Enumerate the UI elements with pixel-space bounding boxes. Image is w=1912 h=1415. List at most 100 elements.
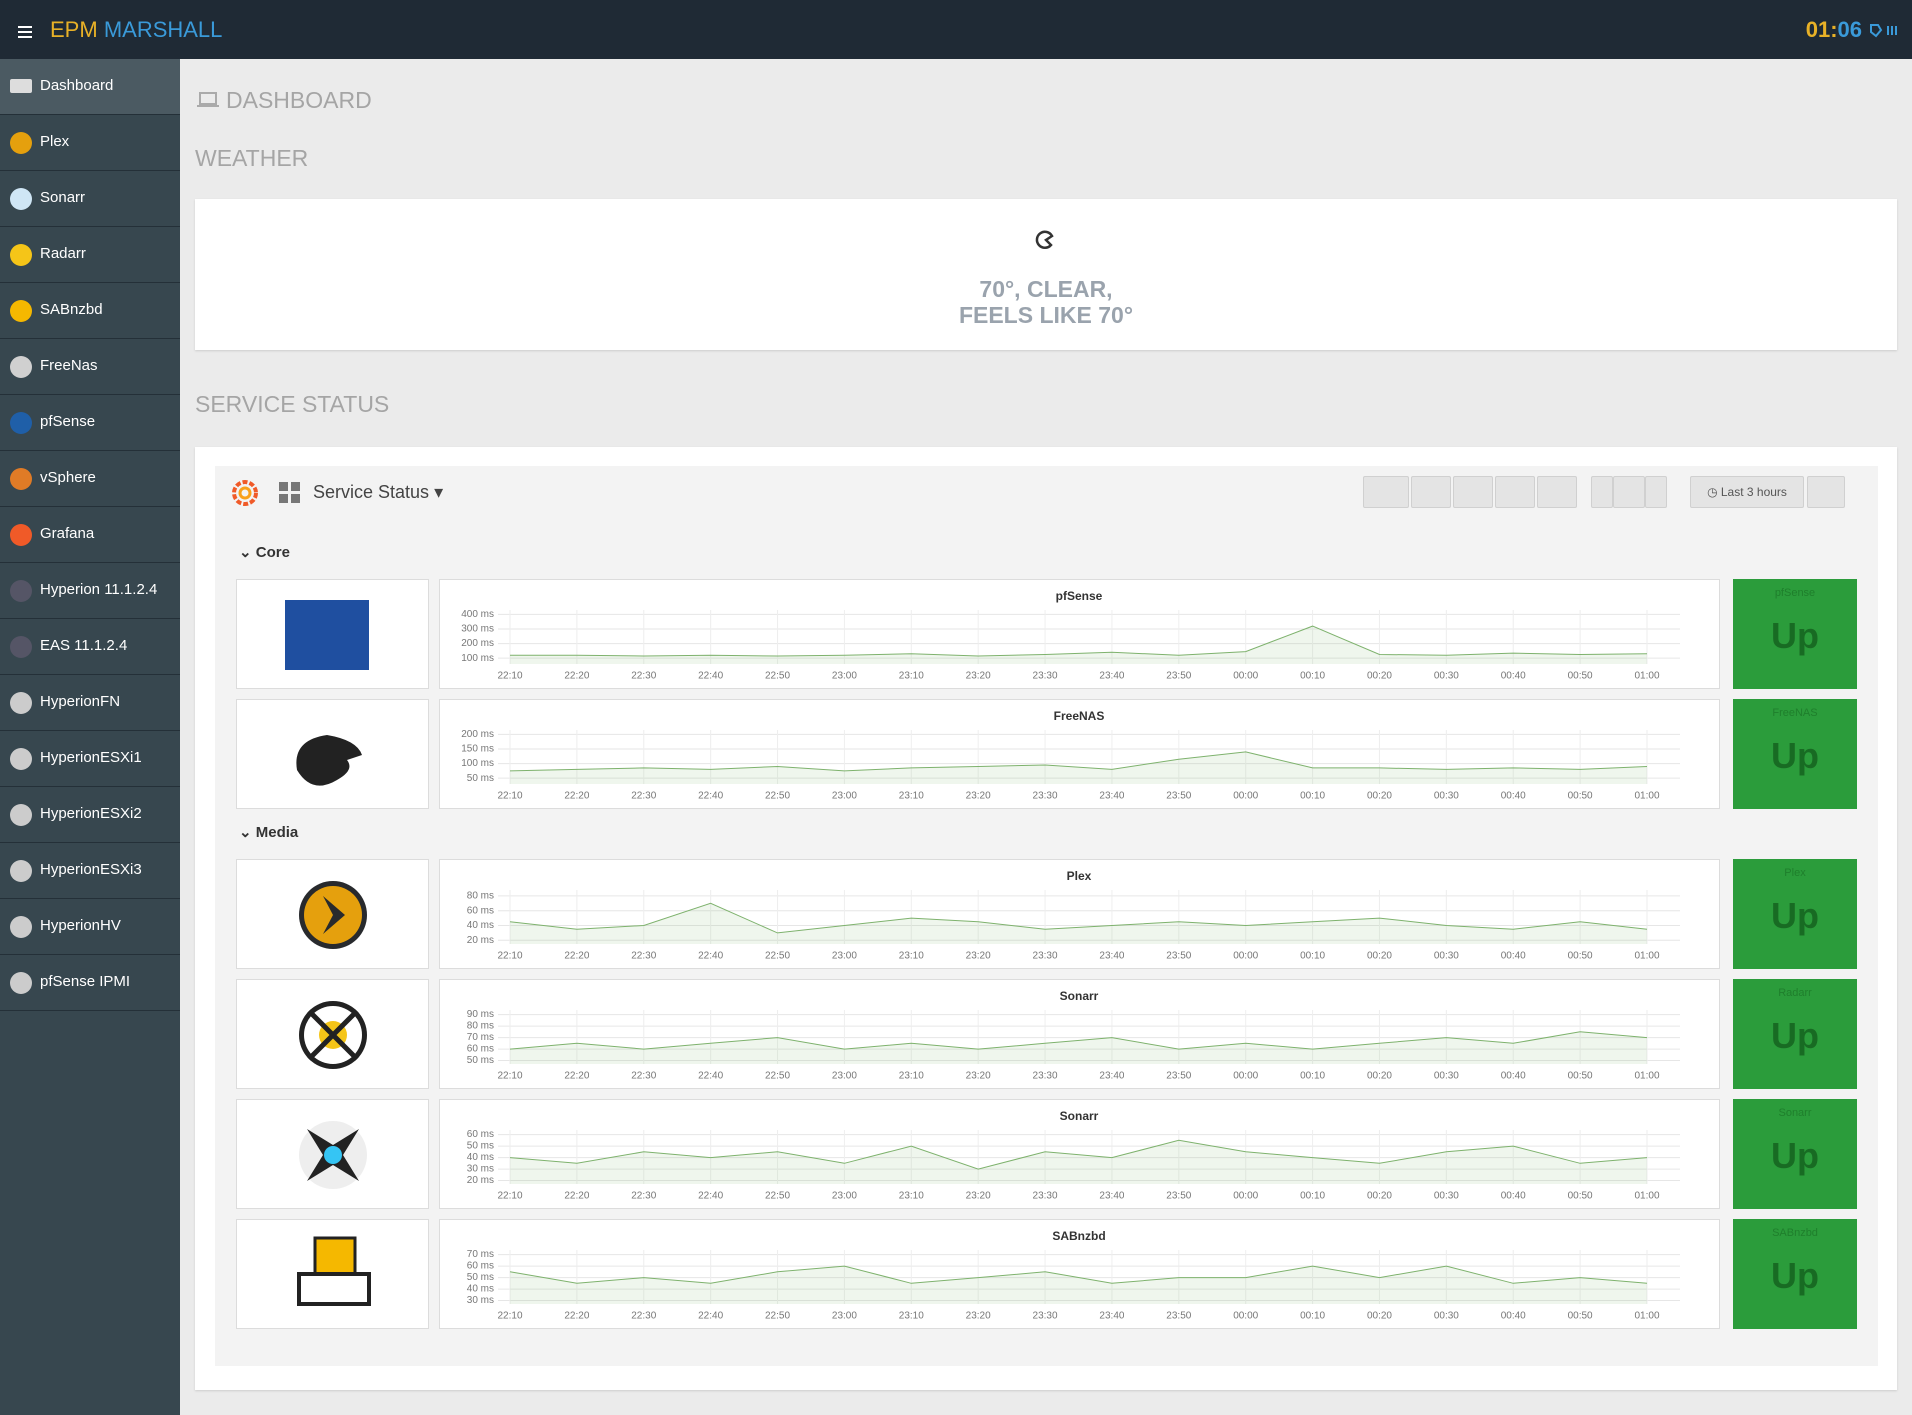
status-state: Up — [1771, 1015, 1819, 1056]
dashboards-icon[interactable] — [279, 482, 301, 504]
graph-panel: SABnzbd 30 ms 40 ms 50 ms 60 ms 70 ms 22:10 22:… — [439, 1219, 1720, 1329]
nav-icon — [10, 804, 32, 826]
x-tick-label: 23:40 — [1099, 1311, 1124, 1322]
nav-item[interactable]: HyperionESXi3 — [0, 843, 180, 899]
x-tick-label: 22:20 — [564, 1191, 589, 1202]
weather-heading: WEATHER — [195, 145, 309, 171]
x-tick-label: 23:50 — [1166, 1191, 1191, 1202]
x-tick-label: 00:50 — [1568, 1311, 1593, 1322]
x-tick-label: 22:40 — [698, 1071, 723, 1082]
nav-label: Grafana — [40, 525, 95, 542]
nav-label: Plex — [40, 133, 70, 150]
grafana-logo[interactable] — [230, 478, 260, 508]
x-tick-label: 00:10 — [1300, 791, 1325, 802]
x-tick-label: 00:00 — [1233, 671, 1258, 682]
shift-back-button[interactable] — [1591, 476, 1613, 508]
x-tick-label: 22:40 — [698, 671, 723, 682]
x-tick-label: 00:00 — [1233, 1311, 1258, 1322]
x-tick-label: 22:50 — [765, 671, 790, 682]
nav-item[interactable]: pfSense — [0, 395, 180, 451]
row-header[interactable]: ⌄ Core — [239, 544, 290, 561]
x-tick-label: 23:30 — [1033, 951, 1058, 962]
x-tick-label: 00:00 — [1233, 791, 1258, 802]
x-tick-label: 00:10 — [1300, 1311, 1325, 1322]
nav-item[interactable]: Hyperion 11.1.2.4 — [0, 563, 180, 619]
x-tick-label: 23:20 — [966, 951, 991, 962]
line — [510, 625, 1648, 657]
time-range: Last 3 hours — [1720, 485, 1787, 499]
logo-panel — [236, 979, 429, 1089]
x-tick-label: 01:00 — [1634, 671, 1659, 682]
star-button[interactable] — [1411, 476, 1451, 508]
dashboard-picker[interactable]: Service Status ▾ — [313, 482, 444, 502]
refresh-button[interactable] — [1807, 476, 1845, 508]
line — [509, 902, 1648, 934]
nav-item[interactable]: pfSense IPMI — [0, 955, 180, 1011]
x-tick-label: 00:50 — [1568, 1071, 1593, 1082]
nav-icon — [10, 748, 32, 770]
brand-second: MARSHALL — [103, 17, 223, 42]
nav-item[interactable]: Plex — [0, 115, 180, 171]
main-content: DASHBOARD WEATHER 70°, CLEAR, FEELS LIKE… — [180, 59, 1912, 1415]
area — [510, 1031, 1647, 1064]
x-tick-label: 23:40 — [1099, 671, 1124, 682]
status-panel: Radarr Up — [1733, 979, 1857, 1089]
x-tick-label: 00:20 — [1367, 951, 1392, 962]
nav-item[interactable]: HyperionFN — [0, 675, 180, 731]
y-tick-label: 30 ms — [467, 1164, 494, 1175]
line — [509, 1139, 1648, 1170]
nav-label: Hyperion 11.1.2.4 — [40, 581, 158, 598]
brand[interactable]: EPM MARSHALL — [50, 17, 222, 43]
nav-item[interactable]: EAS 11.1.2.4 — [0, 619, 180, 675]
line — [509, 1265, 1648, 1284]
nav-item[interactable]: FreeNas — [0, 339, 180, 395]
menu-button[interactable] — [18, 26, 32, 41]
nav-item[interactable]: HyperionESXi1 — [0, 731, 180, 787]
logo-panel — [236, 699, 429, 809]
zoom-out-button[interactable] — [1613, 476, 1645, 508]
logo-panel — [236, 1099, 429, 1209]
nav-item[interactable]: Radarr — [0, 227, 180, 283]
status-state: Up — [1771, 1135, 1819, 1176]
x-tick-label: 23:30 — [1033, 1191, 1058, 1202]
y-tick-label: 300 ms — [461, 624, 494, 635]
x-tick-label: 00:40 — [1501, 791, 1526, 802]
x-tick-label: 00:30 — [1434, 791, 1459, 802]
nav-item[interactable]: HyperionHV — [0, 899, 180, 955]
nav-icon — [10, 468, 32, 490]
x-tick-label: 22:10 — [497, 951, 522, 962]
nav-label: SABnzbd — [40, 301, 103, 318]
x-tick-label: 23:10 — [899, 671, 924, 682]
x-tick-label: 00:50 — [1568, 1191, 1593, 1202]
nav-item[interactable]: SABnzbd — [0, 283, 180, 339]
shift-forward-button[interactable] — [1645, 476, 1667, 508]
add-panel-button[interactable] — [1363, 476, 1409, 508]
y-tick-label: 70 ms — [467, 1249, 494, 1260]
line — [509, 1031, 1648, 1050]
x-tick-label: 23:30 — [1033, 791, 1058, 802]
x-tick-label: 22:10 — [497, 671, 522, 682]
row-title-text: Media — [255, 824, 299, 841]
nav-item[interactable]: HyperionESXi2 — [0, 787, 180, 843]
x-tick-label: 23:30 — [1033, 1311, 1058, 1322]
x-tick-label: 23:10 — [899, 1071, 924, 1082]
y-tick-label: 20 ms — [467, 1175, 494, 1186]
settings-button[interactable] — [1537, 476, 1577, 508]
nav-icon — [10, 412, 32, 434]
line-chart: Plex 20 ms 40 ms 60 ms 80 ms 22:10 22:20 22:30 2… — [467, 869, 1680, 962]
x-tick-label: 23:20 — [966, 1071, 991, 1082]
graph-panel: Sonarr 50 ms 60 ms 70 ms 80 ms 90 ms 22:10 22:2… — [439, 979, 1720, 1089]
nav-item[interactable]: vSphere — [0, 451, 180, 507]
status-heading: SERVICE STATUS — [195, 391, 390, 417]
share-button[interactable] — [1453, 476, 1493, 508]
row-header[interactable]: ⌄ Media — [239, 824, 299, 841]
graph-panel: pfSense 100 ms 200 ms 300 ms 400 ms 22:10 22:2… — [439, 579, 1720, 689]
nav-label: Radarr — [40, 245, 86, 262]
nav-item[interactable]: Grafana — [0, 507, 180, 563]
time-picker[interactable]: ◷ Last 3 hours — [1690, 476, 1804, 508]
nav-item[interactable]: Dashboard — [0, 59, 180, 115]
nav-item[interactable]: Sonarr — [0, 171, 180, 227]
save-button[interactable] — [1495, 476, 1535, 508]
nav-label: HyperionESXi3 — [40, 861, 142, 878]
x-tick-label: 23:20 — [966, 671, 991, 682]
